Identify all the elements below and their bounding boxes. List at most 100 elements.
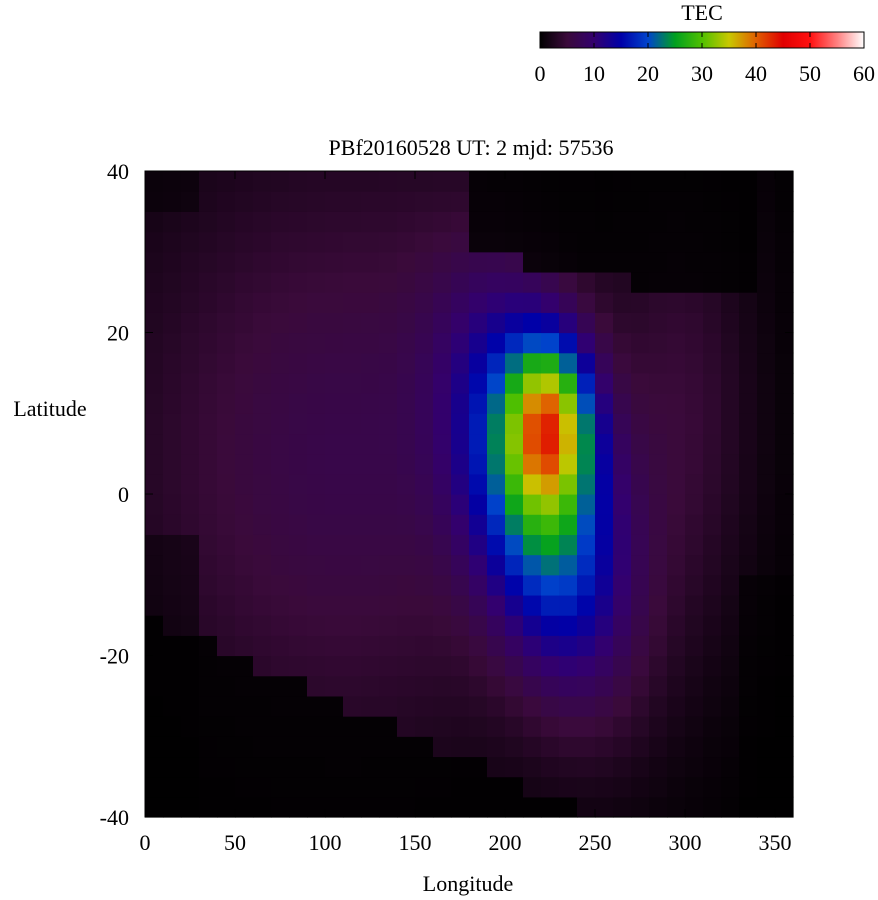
heatmap-cell xyxy=(145,716,164,737)
heatmap-cell xyxy=(703,534,722,556)
heatmap-cell xyxy=(271,514,290,535)
heatmap-cell xyxy=(379,534,398,556)
heatmap-cell xyxy=(613,171,632,192)
heatmap-cell xyxy=(361,716,380,737)
heatmap-cell xyxy=(199,271,218,293)
heatmap-cell xyxy=(541,534,560,556)
heatmap-cell xyxy=(289,655,308,677)
heatmap-cell xyxy=(199,635,218,657)
heatmap-cell xyxy=(613,453,632,475)
heatmap-cell xyxy=(469,211,488,233)
heatmap-cell xyxy=(199,211,218,233)
heatmap-cell xyxy=(721,756,740,778)
heatmap-cell xyxy=(667,574,686,596)
heatmap-cell xyxy=(451,372,470,394)
heatmap-cell xyxy=(235,271,254,293)
heatmap-cell xyxy=(235,554,254,576)
heatmap-cell xyxy=(307,695,326,717)
heatmap-cell xyxy=(325,594,344,616)
heatmap-cell xyxy=(397,312,416,334)
heatmap-cell xyxy=(505,413,524,435)
heatmap-cell xyxy=(379,574,398,596)
heatmap-cell xyxy=(739,292,758,313)
heatmap-cell xyxy=(595,554,614,576)
heatmap-cell xyxy=(343,615,362,636)
heatmap-cell xyxy=(307,332,326,354)
heatmap-cell xyxy=(217,675,236,697)
heatmap-cell xyxy=(721,393,740,414)
heatmap-cell xyxy=(523,756,542,778)
heatmap-cell xyxy=(703,615,722,636)
heatmap-cell xyxy=(703,171,722,192)
heatmap-cell xyxy=(667,594,686,616)
heatmap-cell xyxy=(307,736,326,758)
heatmap-cell xyxy=(559,594,578,616)
heatmap-cell xyxy=(145,796,164,818)
heatmap-cell xyxy=(685,332,704,354)
heatmap-cell xyxy=(199,251,218,273)
heatmap-cell xyxy=(163,615,182,636)
heatmap-cell xyxy=(577,352,596,374)
heatmap-cell xyxy=(235,453,254,475)
heatmap-cell xyxy=(433,675,452,697)
heatmap-cell xyxy=(325,372,344,394)
heatmap-cell xyxy=(559,211,578,233)
heatmap-cell xyxy=(721,635,740,657)
heatmap-cell xyxy=(703,372,722,394)
heatmap-cell xyxy=(541,413,560,435)
heatmap-cell xyxy=(649,312,668,334)
heatmap-cell xyxy=(379,594,398,616)
heatmap-cell xyxy=(703,271,722,293)
heatmap-cell xyxy=(379,554,398,576)
heatmap-cell xyxy=(775,271,794,293)
heatmap-cell xyxy=(487,776,506,798)
heatmap-cell xyxy=(649,251,668,273)
heatmap-cell xyxy=(631,312,650,334)
heatmap-cell xyxy=(253,393,272,414)
heatmap-cell xyxy=(667,292,686,313)
heatmap-cell xyxy=(235,655,254,677)
heatmap-cell xyxy=(649,615,668,636)
heatmap-cell xyxy=(523,594,542,616)
heatmap-cell xyxy=(739,231,758,253)
heatmap-cell xyxy=(253,635,272,657)
heatmap-cell xyxy=(199,796,218,818)
heatmap-cell xyxy=(595,433,614,455)
heatmap-cell xyxy=(505,312,524,334)
heatmap-cell xyxy=(199,494,218,515)
heatmap-cell xyxy=(775,433,794,455)
heatmap-cell xyxy=(685,615,704,636)
heatmap-cell xyxy=(181,554,200,576)
heatmap-cell xyxy=(685,393,704,414)
heatmap-cell xyxy=(361,171,380,192)
heatmap-cell xyxy=(343,292,362,313)
heatmap-cell xyxy=(271,231,290,253)
heatmap-cell xyxy=(631,796,650,818)
heatmap-cell xyxy=(559,453,578,475)
heatmap-cell xyxy=(325,453,344,475)
heatmap-cell xyxy=(577,635,596,657)
heatmap-cell xyxy=(217,776,236,798)
heatmap-cell xyxy=(199,736,218,758)
heatmap-cell xyxy=(667,473,686,495)
heatmap-cell xyxy=(163,393,182,414)
heatmap-cell xyxy=(757,534,776,556)
heatmap-cell xyxy=(613,554,632,576)
heatmap-cell xyxy=(235,413,254,435)
heatmap-cell xyxy=(379,514,398,535)
heatmap-cell xyxy=(307,756,326,778)
heatmap-cell xyxy=(541,231,560,253)
heatmap-cell xyxy=(649,413,668,435)
heatmap-cell xyxy=(649,271,668,293)
heatmap-cell xyxy=(307,776,326,798)
heatmap-cell xyxy=(775,635,794,657)
heatmap-cell xyxy=(559,554,578,576)
heatmap-cell xyxy=(577,292,596,313)
heatmap-cell xyxy=(523,292,542,313)
heatmap-cell xyxy=(433,413,452,435)
heatmap-cell xyxy=(343,594,362,616)
heatmap-cell xyxy=(307,292,326,313)
heatmap-cell xyxy=(775,574,794,596)
heatmap-cell xyxy=(523,393,542,414)
heatmap-cell xyxy=(685,494,704,515)
